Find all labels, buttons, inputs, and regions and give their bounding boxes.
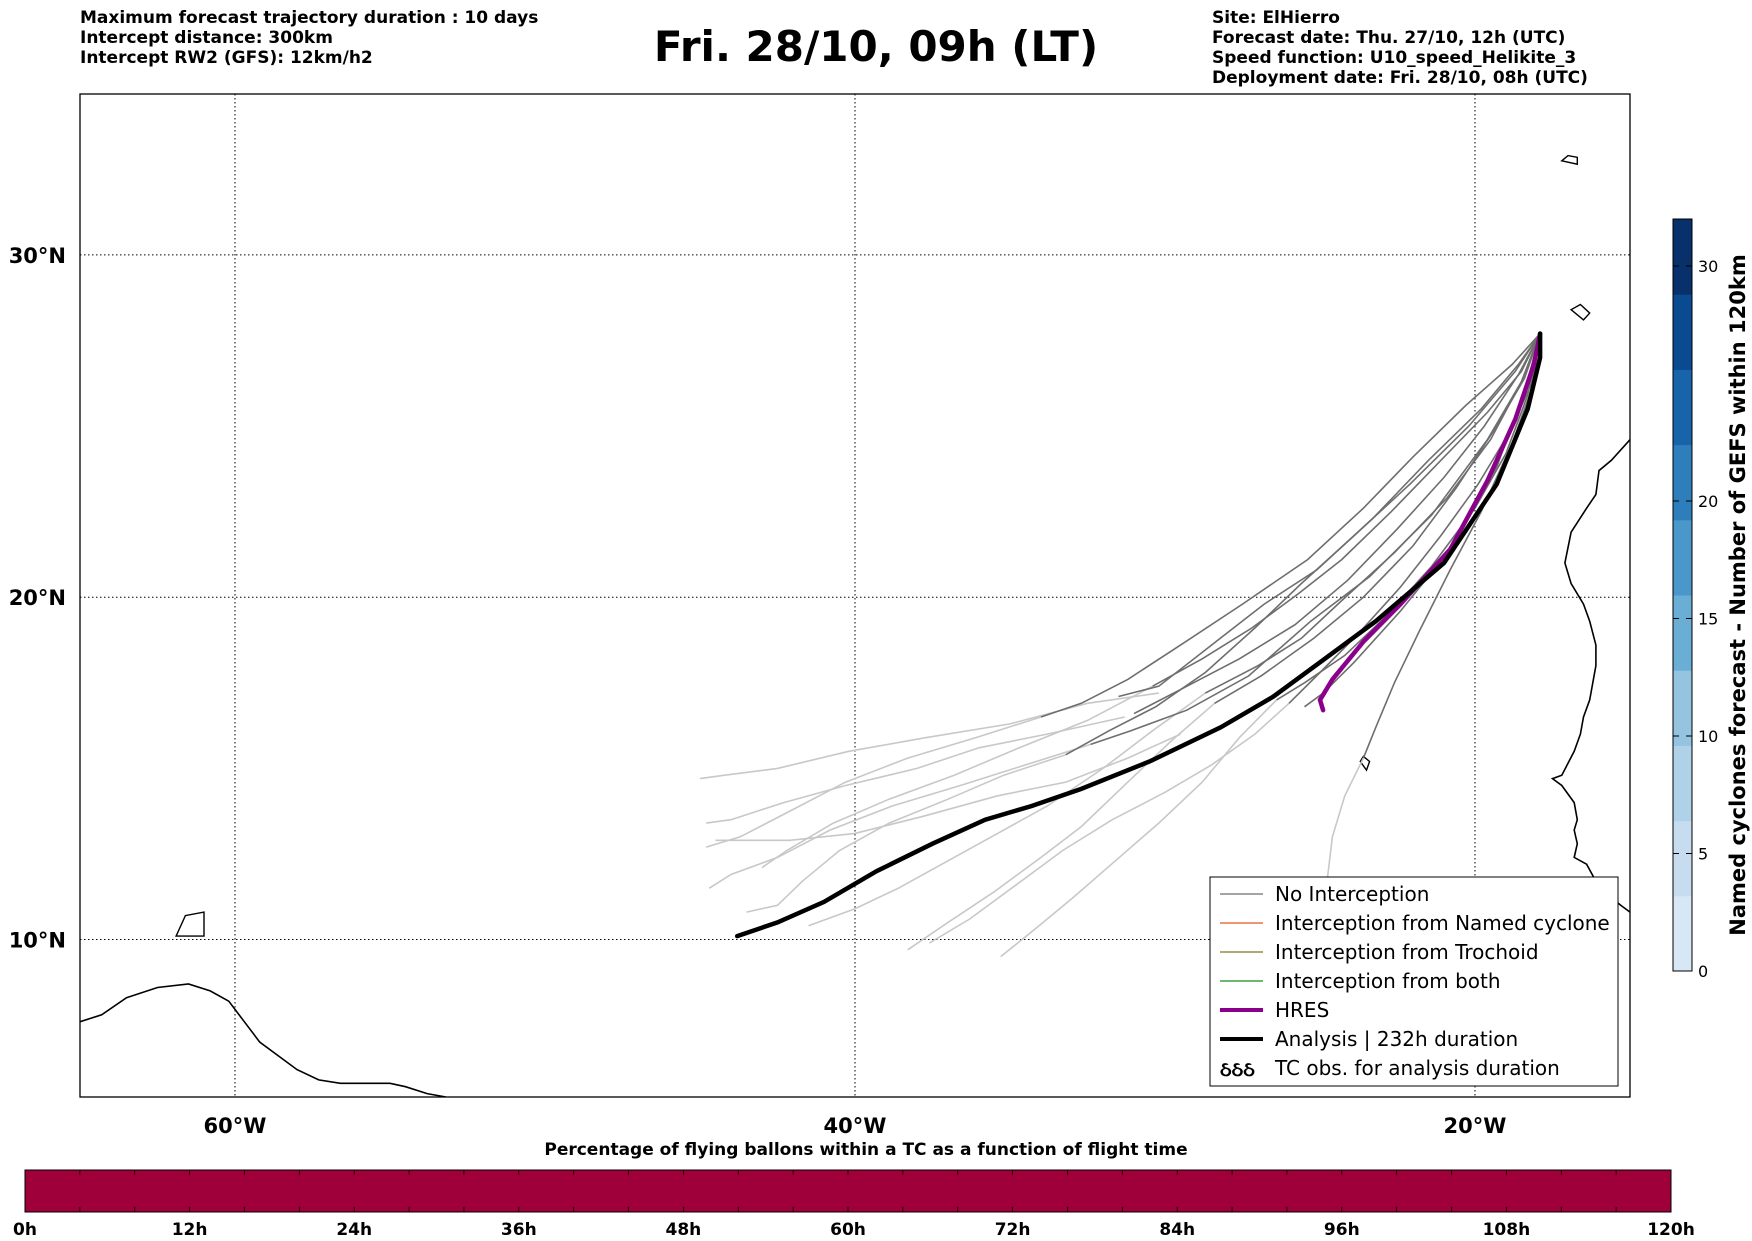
header-left-line: Maximum forecast trajectory duration : 1… (80, 8, 539, 28)
flight-bar-tick-label: 72h (995, 1220, 1031, 1240)
colorbar-segment (1673, 745, 1692, 822)
flight-bar-tick-label: 84h (1159, 1220, 1195, 1240)
trajectory-no-interception (1152, 333, 1541, 687)
trajectory-ensemble-light (705, 716, 1042, 848)
flight-bar-tick-label: 60h (830, 1220, 866, 1240)
colorbar-frame (1672, 218, 1693, 972)
trajectory-ensemble-light (928, 702, 1290, 944)
trajectory-ensemble-light (761, 685, 1153, 869)
colorbar-title: Named cyclones forecast - Number of GEFS… (1726, 254, 1750, 935)
flight-time-bar: Percentage of flying ballons within a TC… (13, 1140, 1695, 1240)
legend: No Interception Interception from Named c… (1209, 876, 1619, 1087)
header-left-line: Intercept distance: 300km (80, 28, 333, 48)
trajectory-ensemble-light (907, 702, 1216, 951)
lat-tick-label: 10°N (9, 929, 66, 953)
legend-item-label: Interception from both (1275, 969, 1501, 993)
canary-islands-outline (1569, 303, 1591, 321)
colorbar-segment (1673, 670, 1692, 746)
africa-coastline (1550, 439, 1630, 913)
legend-item-label: HRES (1275, 998, 1329, 1022)
coastline-layer (80, 154, 1630, 1097)
legend-item-label: Interception from Trochoid (1275, 940, 1539, 964)
colorbar-tick-label: 30 (1698, 257, 1718, 276)
madeira-outline (1560, 154, 1579, 166)
flight-bar-tick-label: 12h (172, 1220, 208, 1240)
lon-tick-label: 40°W (824, 1114, 887, 1138)
colorbar: 0 5 10 15 20 30 Named cyclones forecast - Num… (1672, 218, 1750, 981)
flight-bar-tick-label: 24h (336, 1220, 372, 1240)
header-left-line: Intercept RW2 (GFS): 12km/h2 (80, 48, 373, 68)
map-frame (79, 93, 1631, 1098)
colorbar-segment (1673, 895, 1692, 972)
map-area: 30°N 20°N 10°N 60°W 40°W 20°W (9, 93, 1631, 1138)
flight-bar-tick-label: 120h (1647, 1220, 1695, 1240)
trajectory-no-interception (1040, 333, 1541, 718)
trajectory-ensemble-light (706, 716, 1125, 824)
trajectory-no-interception (1090, 333, 1541, 746)
legend-box (1209, 876, 1619, 1087)
trajectory-ensemble-light (715, 733, 1181, 842)
trajectory-ensemble-light (699, 692, 1159, 780)
flight-bar-fill (24, 1169, 1672, 1213)
header-right-line: Deployment date: Fri. 28/10, 08h (UTC) (1212, 68, 1588, 88)
header-right-line: Site: ElHierro (1212, 8, 1340, 28)
trajectory-no-interception (1204, 333, 1541, 694)
main-title: Fri. 28/10, 09h (LT) (653, 22, 1099, 71)
flight-bar-tick-label: 36h (501, 1220, 537, 1240)
colorbar-segment (1673, 519, 1692, 596)
flight-bar-tick-label: 108h (1483, 1220, 1531, 1240)
lon-tick-label: 60°W (204, 1114, 267, 1138)
trajectory-layer (699, 331, 1543, 958)
grid-layer (80, 94, 1630, 1097)
trajectory-no-interception (1214, 333, 1541, 704)
header-right-info: Site: ElHierro Forecast date: Thu. 27/10… (1212, 8, 1588, 88)
legend-item-label: TC obs. for analysis duration (1274, 1056, 1560, 1080)
colorbar-tick-label: 5 (1698, 845, 1708, 864)
lon-tick-label: 20°W (1444, 1114, 1507, 1138)
legend-symbol-tc-obs: ઠઠઠ (1220, 1057, 1255, 1081)
colorbar-tick-label: 10 (1698, 727, 1718, 746)
header-right-line: Forecast date: Thu. 27/10, 12h (UTC) (1212, 28, 1566, 48)
axis-tick-labels: 30°N 20°N 10°N 60°W 40°W 20°W (9, 244, 1507, 1138)
colorbar-segment (1673, 820, 1692, 897)
colorbar-tick-label: 20 (1698, 492, 1718, 511)
colorbar-tick-label: 0 (1698, 962, 1708, 981)
header-left-info: Maximum forecast trajectory duration : 1… (80, 8, 538, 68)
colorbar-segment (1673, 444, 1692, 521)
trajectory-no-interception (1304, 333, 1541, 708)
legend-item-label: No Interception (1275, 882, 1429, 906)
south-america-coastline (80, 983, 446, 1097)
trajectory-no-interception (1133, 333, 1541, 715)
colorbar-segment (1673, 219, 1692, 295)
lat-tick-label: 20°N (9, 586, 66, 610)
trajectory-no-interception (1288, 333, 1541, 704)
trajectory-ensemble-light (1000, 699, 1278, 958)
trajectory-no-interception (1362, 333, 1541, 759)
flight-bar-tick-label: 0h (13, 1220, 37, 1240)
trajectory-ensemble-light (808, 692, 1206, 927)
flight-bar-title: Percentage of flying ballons within a TC… (544, 1140, 1187, 1160)
legend-item-label: Interception from Named cyclone (1275, 911, 1610, 935)
trajectory-ensemble-light (746, 753, 1067, 913)
colorbar-segment (1673, 294, 1692, 370)
colorbar-segment (1673, 595, 1692, 671)
lat-tick-label: 30°N (9, 244, 66, 268)
flight-bar-tick-label: 96h (1324, 1220, 1360, 1240)
trinidad-outline (175, 911, 205, 937)
header-right-line: Speed function: U10_speed_Helikite_3 (1212, 48, 1577, 68)
trajectory-ensemble-light (708, 743, 1091, 889)
colorbar-segment (1673, 369, 1692, 446)
legend-item-label: Analysis | 232h duration (1275, 1027, 1518, 1051)
trajectory-analysis (734, 331, 1543, 939)
flight-bar-tick-label: 48h (666, 1220, 702, 1240)
colorbar-tick-label: 15 (1698, 610, 1718, 629)
trajectory-no-interception (1065, 333, 1541, 756)
